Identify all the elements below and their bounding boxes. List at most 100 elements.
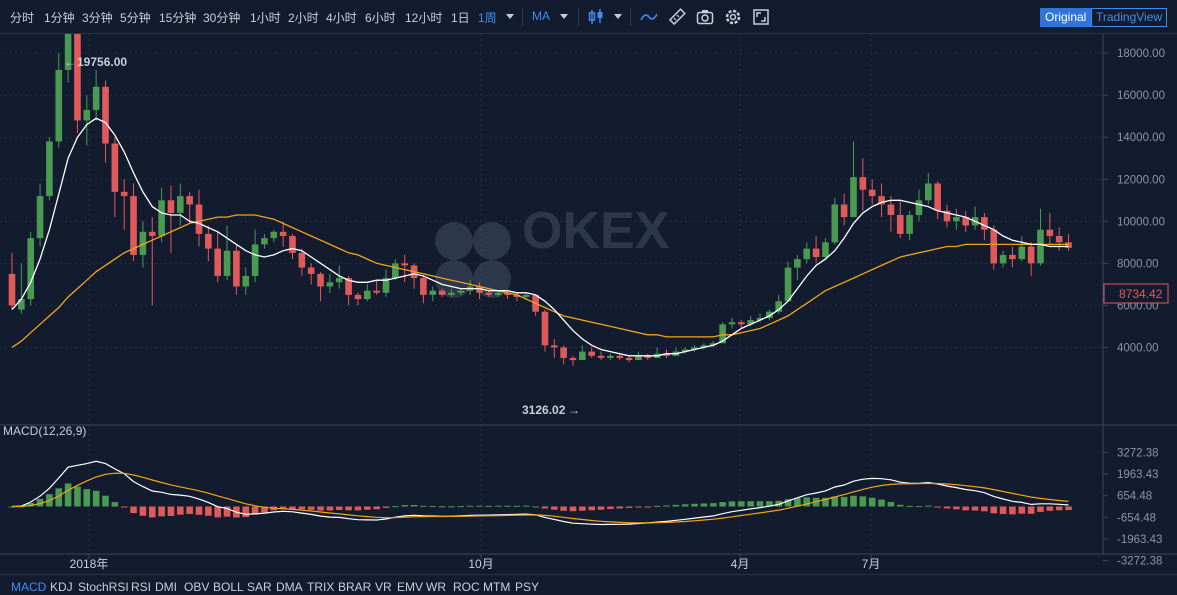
drawing-tools-icon[interactable] — [667, 7, 687, 27]
macd-bar — [504, 505, 511, 507]
interval-10[interactable]: 12小时 — [405, 11, 443, 25]
macd-bar — [709, 503, 717, 507]
indicator-trix[interactable]: TRIX — [307, 580, 335, 594]
macd-bar — [607, 506, 614, 510]
candle-body — [700, 345, 708, 348]
macd-bar — [560, 506, 567, 511]
macd-bar — [831, 496, 839, 507]
macd-bar — [794, 498, 801, 507]
interval-2[interactable]: 3分钟 — [82, 11, 113, 25]
indicator-vr[interactable]: VR — [375, 580, 392, 594]
macd-bar — [289, 506, 296, 509]
indicator-boll[interactable]: BOLL — [213, 580, 244, 594]
interval-12[interactable]: 1周 — [478, 11, 497, 25]
interval-3[interactable]: 5分钟 — [120, 11, 151, 25]
settings-icon[interactable] — [723, 7, 743, 27]
interval-8[interactable]: 4小时 — [326, 11, 357, 25]
chevron-down-icon[interactable] — [506, 14, 514, 19]
candle-body — [868, 189, 876, 197]
candle-body — [102, 86, 109, 144]
chevron-down-icon[interactable] — [614, 14, 622, 19]
candle-body — [859, 177, 867, 190]
interval-0[interactable]: 分时 — [10, 11, 35, 25]
macd-bar — [307, 506, 315, 510]
high-annotation: ← 19756.00 — [64, 55, 127, 69]
interval-11[interactable]: 1日 — [451, 11, 470, 25]
ma-fast-line — [11, 117, 1069, 357]
indicator-wr[interactable]: WR — [426, 580, 446, 594]
indicator-roc[interactable]: ROC — [453, 580, 480, 594]
macd-bar — [934, 506, 941, 508]
indicator-mtm[interactable]: MTM — [483, 580, 511, 594]
chevron-down-icon[interactable] — [560, 14, 568, 19]
price-axis: 18000.00 16000.00 14000.00 12000.00 10000.00… — [1103, 48, 1165, 354]
candle-body — [148, 231, 156, 237]
interval-6[interactable]: 1小时 — [250, 11, 281, 25]
indicator-obv[interactable]: OBV — [184, 580, 210, 594]
macd-bar — [158, 506, 165, 517]
macd-bar — [775, 500, 782, 507]
candle-body — [551, 345, 558, 348]
macd-bar — [1027, 506, 1035, 514]
candle-body — [326, 282, 334, 287]
fullscreen-icon[interactable] — [751, 7, 771, 27]
candle-body — [18, 299, 25, 310]
indicator-stochrsi[interactable]: StochRSI — [78, 580, 129, 594]
price-tick-label: 14000.00 — [1117, 132, 1165, 144]
macd-bar — [326, 506, 334, 511]
macd-bar — [672, 504, 680, 507]
price-tick-label: 12000.00 — [1117, 174, 1165, 186]
candle-body — [167, 200, 175, 213]
candle-body — [513, 294, 521, 297]
original-chart-button[interactable]: Original — [1040, 8, 1092, 27]
interval-9[interactable]: 6小时 — [365, 11, 396, 25]
macd-bar — [551, 506, 558, 510]
candle-body — [925, 183, 932, 201]
candle-body — [962, 217, 969, 226]
macd-bar — [120, 506, 128, 508]
candle-body — [1009, 254, 1016, 260]
ma-selector[interactable]: MA — [532, 9, 550, 23]
candle-body — [233, 250, 240, 287]
macd-bar — [700, 503, 708, 507]
candle-body — [139, 231, 147, 255]
price-chart[interactable]: OKEX MACD(12,26,9) 18000.00 16000.00 14000… — [0, 34, 1177, 574]
indicator-emv[interactable]: EMV — [397, 580, 424, 594]
indicator-psy[interactable]: PSY — [515, 580, 540, 594]
macd-bar — [448, 506, 455, 508]
macd-bar — [691, 503, 698, 507]
interval-5[interactable]: 30分钟 — [203, 11, 241, 25]
candle-body — [186, 196, 193, 205]
interval-7[interactable]: 2小时 — [288, 11, 319, 25]
macd-bar — [868, 497, 876, 507]
candle-body — [878, 196, 885, 205]
indicator-dma[interactable]: DMA — [276, 580, 303, 594]
macd-bar — [214, 506, 221, 518]
macd-bar — [719, 502, 726, 507]
line-style-icon[interactable] — [639, 7, 659, 27]
tradingview-chart-button[interactable]: TradingView — [1091, 8, 1168, 27]
interval-4[interactable]: 15分钟 — [159, 11, 197, 25]
screenshot-icon[interactable] — [695, 7, 715, 27]
candle-body — [223, 250, 231, 276]
indicator-sar[interactable]: SAR — [247, 580, 272, 594]
macd-bar — [569, 506, 577, 512]
candle-body — [46, 141, 53, 197]
candle-body — [317, 273, 324, 287]
candle-body — [345, 278, 352, 295]
candle-body — [289, 236, 296, 253]
candle-body — [625, 357, 633, 361]
candle-body — [279, 231, 287, 237]
indicator-brar[interactable]: BRAR — [338, 580, 372, 594]
arrow-left-icon: ← — [64, 55, 76, 69]
macd-bar — [766, 501, 773, 507]
indicator-kdj[interactable]: KDJ — [50, 580, 73, 594]
indicator-rsi[interactable]: RSI — [131, 580, 152, 594]
candlestick-icon[interactable] — [586, 7, 606, 27]
macd-bar — [522, 505, 530, 507]
indicator-macd[interactable]: MACD — [11, 580, 47, 594]
macd-tick-label: -3272.38 — [1117, 556, 1162, 568]
indicator-dmi[interactable]: DMI — [155, 580, 177, 594]
candle-body — [681, 349, 689, 352]
interval-1[interactable]: 1分钟 — [44, 11, 75, 25]
